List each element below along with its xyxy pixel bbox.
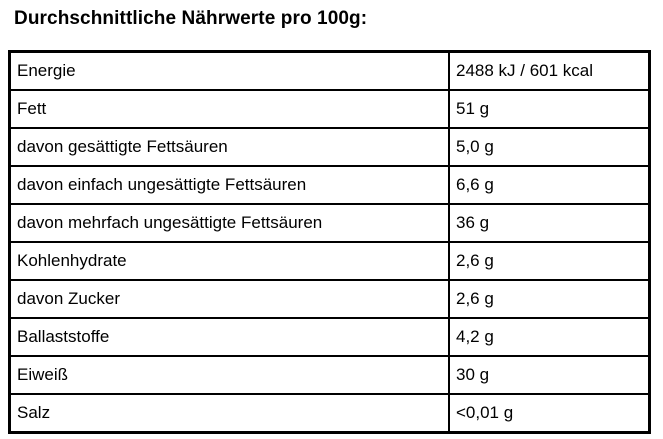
nutrient-name: davon gesättigte Fettsäuren: [8, 127, 450, 167]
nutrient-value: 4,2 g: [448, 317, 651, 357]
table-row: davon Zucker 2,6 g: [8, 279, 651, 319]
nutrient-name: Ballaststoffe: [8, 317, 450, 357]
table-row: davon mehrfach ungesättigte Fettsäuren 36…: [8, 203, 651, 243]
nutrient-name: Salz: [8, 393, 450, 434]
nutrient-value: 51 g: [448, 89, 651, 129]
table-row: davon einfach ungesättigte Fettsäuren 6,6…: [8, 165, 651, 205]
nutrient-value: 2,6 g: [448, 279, 651, 319]
table-row: Kohlenhydrate 2,6 g: [8, 241, 651, 281]
table-row: Ballaststoffe 4,2 g: [8, 317, 651, 357]
nutrition-table: Energie 2488 kJ / 601 kcal Fett 51 g davon g…: [8, 50, 651, 434]
table-row: Salz <0,01 g: [8, 393, 651, 434]
table-row: Eiweiß 30 g: [8, 355, 651, 395]
nutrient-name: davon einfach ungesättigte Fettsäuren: [8, 165, 450, 205]
title: Durchschnittliche Nährwerte pro 100g:: [14, 8, 368, 29]
nutrient-value: <0,01 g: [448, 393, 651, 434]
nutrient-value: 6,6 g: [448, 165, 651, 205]
nutrient-value: 30 g: [448, 355, 651, 395]
table-row: Energie 2488 kJ / 601 kcal: [8, 50, 651, 91]
nutrient-name: davon Zucker: [8, 279, 450, 319]
nutrient-value: 2488 kJ / 601 kcal: [448, 50, 651, 91]
table-body: Energie 2488 kJ / 601 kcal Fett 51 g davon g…: [8, 50, 651, 434]
nutrient-name: Energie: [8, 50, 450, 91]
table-row: davon gesättigte Fettsäuren 5,0 g: [8, 127, 651, 167]
nutrient-name: Fett: [8, 89, 450, 129]
nutrient-name: Eiweiß: [8, 355, 450, 395]
nutrient-value: 36 g: [448, 203, 651, 243]
table-row: Fett 51 g: [8, 89, 651, 129]
nutrient-name: davon mehrfach ungesättigte Fettsäuren: [8, 203, 450, 243]
nutrient-value: 2,6 g: [448, 241, 651, 281]
nutrient-name: Kohlenhydrate: [8, 241, 450, 281]
nutrient-value: 5,0 g: [448, 127, 651, 167]
